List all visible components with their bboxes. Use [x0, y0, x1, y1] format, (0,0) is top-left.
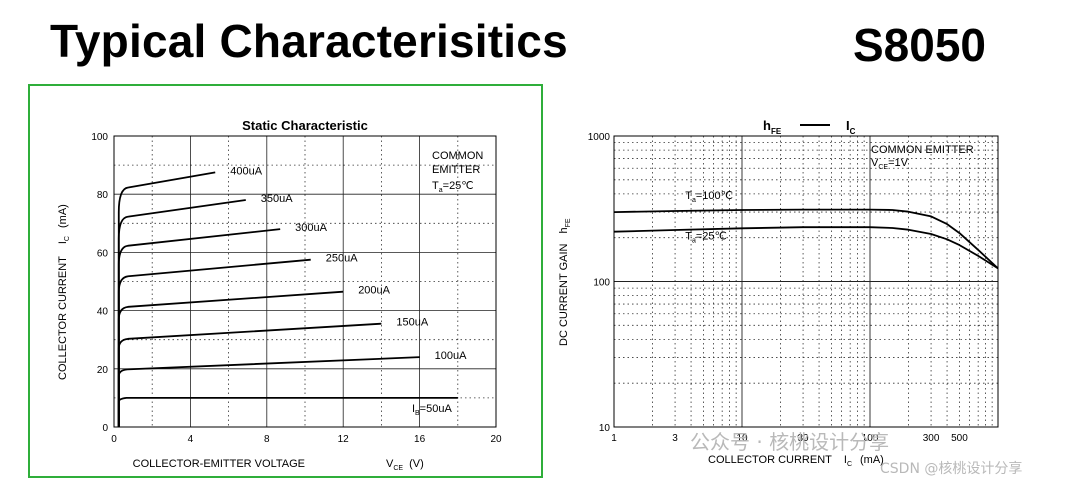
gain-y-tick-label: 100	[593, 278, 610, 289]
gain-x-tick-label: 10	[736, 433, 748, 444]
static-curve-IB50uA	[117, 397, 458, 427]
gain-chart-note: COMMON EMITTER VCE=1V	[871, 144, 974, 171]
static-note-sub: a	[439, 187, 443, 194]
static-curve-250uA	[117, 258, 311, 427]
static-characteristic-plot: 0 4 8 12 16 20 0 20 40 60 80 100 IB=50uA 100uA 150uA 20…	[91, 132, 502, 445]
static-xlabel: COLLECTOR-EMITTER VOLTAGE	[133, 458, 305, 470]
svg-text:IC: IC	[846, 118, 856, 136]
static-y-tick-label: 40	[97, 307, 109, 318]
gain-x-tick-label: 100	[862, 433, 879, 444]
static-curve-label: 400uA	[230, 165, 262, 177]
svg-text:hFE: hFE	[763, 118, 782, 136]
static-note-line1: COMMON	[432, 150, 483, 162]
static-y-tick-label: 80	[97, 190, 109, 201]
svg-text:VCE=1V: VCE=1V	[871, 157, 909, 171]
gain-x-tick-label: 1	[611, 433, 617, 444]
static-curve-100uA	[117, 356, 420, 427]
static-curve-label: 300uA	[295, 222, 327, 234]
static-note-sym: T	[432, 180, 439, 192]
static-curve-label: 250uA	[326, 253, 358, 265]
static-x-tick-label: 8	[264, 434, 270, 445]
gain-x-tick-label: 3	[672, 433, 678, 444]
static-curve-400uA	[117, 171, 216, 427]
static-note-line2: EMITTER	[432, 164, 480, 176]
dc-gain-plot: 1 3 10 30 100 300 500 10 100 1000 Ta=100℃ Ta=25℃	[588, 132, 999, 444]
static-xlabel-symbol: VCE (V)	[386, 458, 424, 472]
static-ylabel-group: COLLECTOR CURRENTIC(mA)	[57, 204, 71, 380]
static-x-tick-label: 4	[188, 434, 194, 445]
gain-curve-label: Ta=100℃	[685, 190, 733, 204]
gain-curve-ta25	[613, 226, 999, 270]
static-y-tick-label: 60	[97, 248, 109, 259]
static-curve-label: 350uA	[261, 193, 293, 205]
gain-ylabel-group: DC CURRENT GAINhFE	[558, 218, 572, 346]
gain-curve-ta100	[613, 208, 999, 270]
static-x-tick-label: 20	[490, 434, 502, 445]
static-curve-150uA	[117, 322, 382, 427]
gain-xlabel: COLLECTOR CURRENT IC (mA)	[708, 454, 884, 468]
gain-plot-frame	[613, 135, 999, 428]
static-curve-label: IB=50uA	[412, 403, 453, 417]
gain-x-tick-label: 500	[951, 433, 968, 444]
static-y-tick-label: 100	[91, 132, 108, 143]
static-chart-note: COMMON EMITTER Ta=25℃	[432, 150, 483, 194]
svg-text:Ta=25℃: Ta=25℃	[432, 180, 474, 194]
gain-curve-label: Ta=25℃	[685, 230, 727, 244]
static-ylabel: COLLECTOR CURRENTIC(mA)	[57, 204, 71, 380]
static-chart-title: Static Characteristic	[242, 118, 368, 133]
svg-text:COMMON EMITTER: COMMON EMITTER	[871, 144, 974, 156]
static-x-tick-label: 12	[338, 434, 350, 445]
static-y-tick-label: 20	[97, 365, 109, 376]
gain-x-tick-label: 30	[798, 433, 810, 444]
gain-y-tick-label: 1000	[588, 132, 611, 143]
page-title: Typical Characterisitics	[50, 15, 568, 67]
gain-ylabel: DC CURRENT GAINhFE	[558, 218, 572, 346]
highlight-frame	[28, 84, 543, 478]
gain-y-tick-label: 10	[599, 423, 611, 434]
watermark-line1: 公众号 · 核桃设计分享	[690, 430, 890, 454]
static-y-tick-label: 0	[102, 423, 108, 434]
static-x-tick-label: 0	[111, 434, 117, 445]
gain-chart-title: hFE IC	[763, 118, 856, 136]
watermark-line2: CSDN @核桃设计分享	[880, 461, 1023, 477]
static-curve-label: 200uA	[358, 285, 390, 297]
gain-x-tick-label: 300	[923, 433, 940, 444]
static-curve-label: 100uA	[435, 350, 467, 362]
static-x-tick-label: 16	[414, 434, 426, 445]
static-plot-frame	[113, 135, 497, 428]
static-curve-label: 150uA	[396, 317, 428, 329]
part-number: S8050	[853, 19, 987, 71]
